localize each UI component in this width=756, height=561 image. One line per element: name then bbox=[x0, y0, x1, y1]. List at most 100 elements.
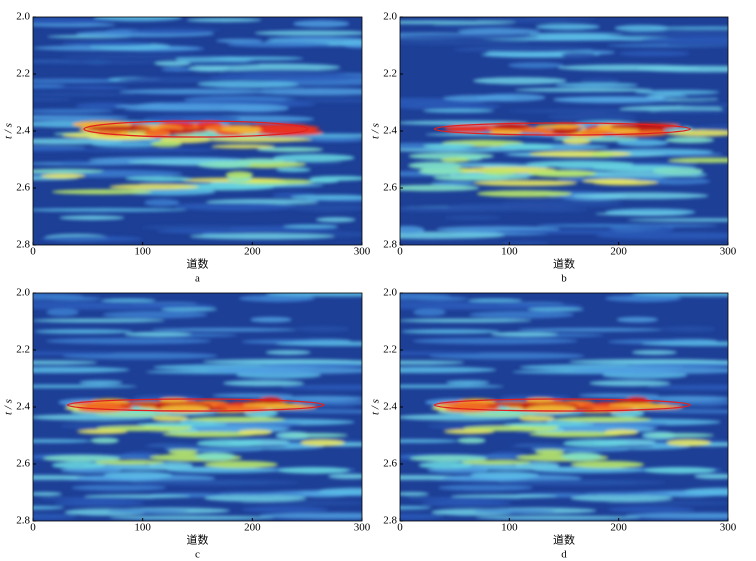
texture-streak bbox=[647, 384, 728, 391]
texture-streak bbox=[517, 328, 663, 332]
texture-streak bbox=[166, 467, 278, 474]
texture-streak bbox=[579, 130, 615, 136]
texture-streak bbox=[85, 133, 160, 141]
texture-streak bbox=[400, 41, 530, 45]
texture-streak bbox=[625, 512, 728, 520]
y-tick-label: 2.2 bbox=[383, 344, 397, 356]
texture-streak bbox=[400, 225, 425, 234]
texture-streak bbox=[497, 479, 666, 486]
texture-streak bbox=[255, 88, 362, 96]
panel-caption: a bbox=[195, 273, 200, 285]
texture-streak bbox=[120, 188, 216, 196]
texture-streak bbox=[401, 329, 500, 334]
texture-streak bbox=[457, 437, 486, 444]
texture-streak bbox=[445, 380, 490, 385]
x-tick-label: 200 bbox=[610, 522, 627, 534]
texture-streak bbox=[614, 24, 671, 32]
panel: 0 100 200 300 2.0 2.2 2.4 2.6 2.8 道数 t / s d bbox=[370, 287, 737, 561]
y-tick-label: 2.8 bbox=[383, 239, 397, 251]
texture-streak bbox=[161, 67, 194, 72]
texture-streak bbox=[400, 103, 501, 110]
y-axis-label: t / s bbox=[370, 123, 382, 139]
texture-streak bbox=[33, 84, 65, 88]
panel-caption: d bbox=[561, 549, 567, 561]
texture-streak bbox=[525, 160, 634, 168]
texture-streak bbox=[33, 208, 187, 212]
texture-streak bbox=[507, 108, 655, 114]
texture-streak bbox=[501, 143, 554, 151]
texture-streak bbox=[572, 366, 728, 375]
texture-streak bbox=[51, 461, 106, 469]
texture-streak bbox=[444, 215, 502, 220]
texture-streak bbox=[60, 467, 122, 474]
texture-streak bbox=[58, 160, 92, 165]
y-tick-label: 2.8 bbox=[16, 239, 30, 251]
texture-streak bbox=[197, 439, 264, 447]
texture-streak bbox=[275, 167, 311, 172]
texture-streak bbox=[137, 422, 228, 427]
texture-streak bbox=[257, 129, 324, 136]
texture-streak bbox=[661, 326, 716, 332]
texture-streak bbox=[283, 97, 362, 103]
texture-streak bbox=[141, 225, 257, 230]
texture-streak bbox=[197, 80, 299, 88]
texture-streak bbox=[77, 429, 128, 435]
texture-streak bbox=[646, 433, 714, 438]
texture-streak bbox=[400, 293, 451, 300]
texture-streak bbox=[529, 431, 623, 438]
x-tick-label: 100 bbox=[501, 246, 518, 258]
texture-streak bbox=[33, 513, 77, 520]
texture-streak bbox=[443, 95, 518, 102]
texture-streak bbox=[174, 203, 297, 211]
heatmap-texture bbox=[400, 293, 728, 520]
texture-streak bbox=[570, 494, 673, 502]
texture-streak bbox=[168, 449, 198, 455]
texture-streak bbox=[430, 181, 478, 186]
texture-streak bbox=[212, 393, 294, 398]
texture-streak bbox=[33, 22, 116, 27]
texture-streak bbox=[572, 192, 709, 200]
texture-streak bbox=[400, 505, 432, 510]
y-tick-label: 2.2 bbox=[383, 68, 397, 80]
texture-streak bbox=[665, 130, 728, 137]
panel-caption: b bbox=[561, 273, 567, 285]
texture-streak bbox=[250, 316, 292, 323]
heatmap-image bbox=[33, 293, 362, 521]
texture-streak bbox=[432, 23, 514, 29]
texture-streak bbox=[440, 157, 470, 163]
texture-streak bbox=[33, 366, 130, 374]
texture-streak bbox=[237, 429, 273, 436]
texture-streak bbox=[400, 231, 506, 239]
texture-streak bbox=[400, 318, 532, 323]
texture-streak bbox=[400, 351, 481, 356]
texture-streak bbox=[503, 422, 594, 427]
y-tick-label: 2.8 bbox=[16, 515, 30, 527]
texture-streak bbox=[33, 318, 165, 323]
texture-streak bbox=[400, 366, 497, 374]
panel: 0 100 200 300 2.0 2.2 2.4 2.6 2.8 道数 t / s a bbox=[3, 11, 371, 285]
texture-streak bbox=[400, 439, 459, 443]
texture-streak bbox=[315, 217, 356, 223]
y-axis-label: t / s bbox=[3, 123, 15, 139]
texture-streak bbox=[618, 50, 690, 57]
y-tick-label: 2.6 bbox=[16, 458, 30, 470]
texture-streak bbox=[580, 77, 620, 83]
texture-streak bbox=[33, 492, 62, 496]
texture-streak bbox=[197, 161, 252, 169]
texture-streak bbox=[189, 233, 335, 240]
texture-streak bbox=[290, 194, 362, 200]
texture-streak bbox=[152, 415, 189, 422]
texture-streak bbox=[33, 115, 129, 121]
texture-streak bbox=[627, 218, 728, 222]
texture-streak bbox=[219, 69, 348, 77]
texture-streak bbox=[328, 473, 362, 480]
panel: 0 100 200 300 2.0 2.2 2.4 2.6 2.8 道数 t / s c bbox=[3, 287, 371, 561]
texture-streak bbox=[187, 416, 286, 422]
y-tick-label: 2.2 bbox=[16, 344, 30, 356]
texture-streak bbox=[547, 113, 637, 121]
texture-streak bbox=[461, 460, 532, 465]
texture-streak bbox=[527, 307, 584, 312]
texture-streak bbox=[71, 484, 167, 491]
texture-streak bbox=[159, 404, 210, 413]
texture-streak bbox=[256, 147, 324, 152]
